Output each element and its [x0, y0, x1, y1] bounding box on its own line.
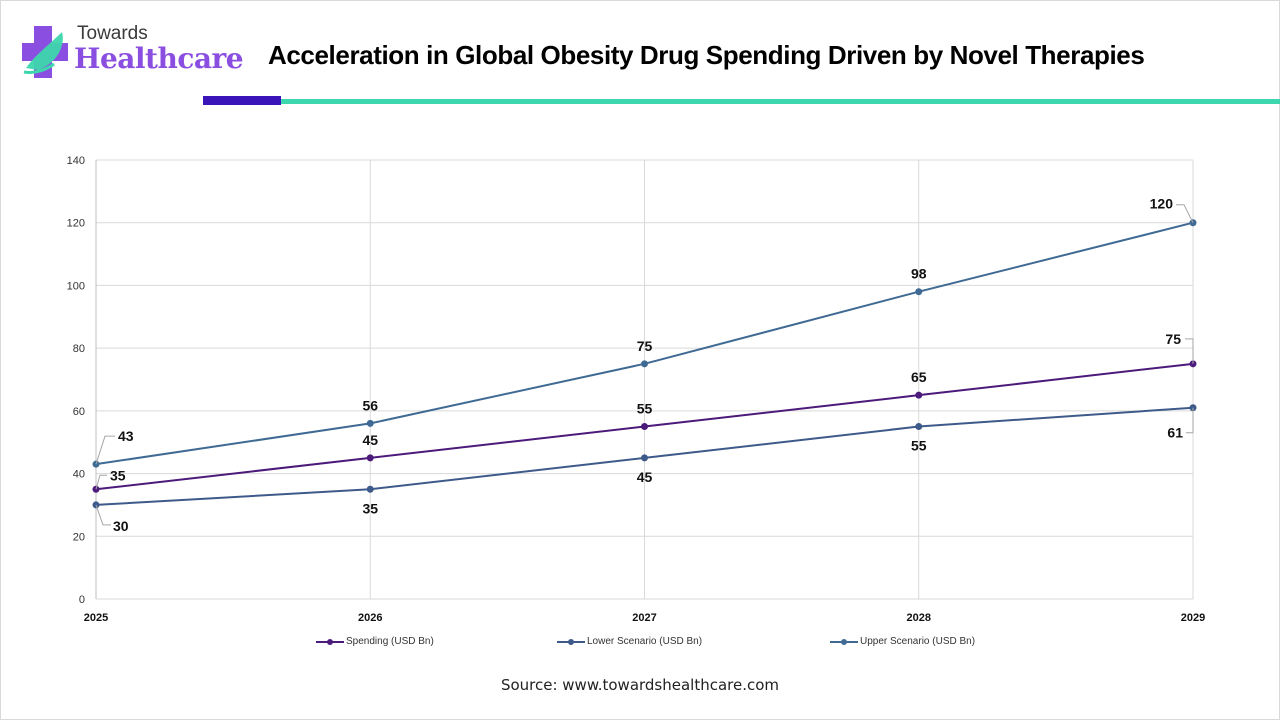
x-tick-label: 2025	[84, 612, 108, 624]
data-label-lower-scenario: 45	[637, 469, 653, 485]
data-label-leader	[1176, 204, 1194, 223]
data-label-upper-scenario: 75	[637, 338, 653, 354]
y-tick-label: 80	[73, 343, 85, 355]
medical-cross-leaf-icon	[22, 26, 68, 78]
legend-label: Lower Scenario (USD Bn)	[587, 636, 703, 647]
gridlines	[95, 159, 1194, 600]
y-axis-ticks: 0 20 40 60 80 100 120 140	[67, 155, 85, 606]
data-point-spending	[915, 391, 923, 399]
data-labels: 35 45 55 65 75 30 35 45 55 61 43 56 75 98 120	[95, 196, 1194, 534]
legend-swatch-lower	[557, 637, 585, 647]
data-label-spending: 45	[362, 432, 378, 448]
data-label-spending: 75	[1165, 331, 1181, 347]
y-tick-label: 20	[73, 531, 85, 543]
legend-marker	[841, 638, 847, 645]
data-label-leader	[95, 504, 111, 526]
data-label-upper-scenario: 56	[362, 397, 378, 413]
data-label-spending: 65	[911, 369, 927, 385]
data-point-upper-scenario	[641, 360, 648, 368]
y-tick-label: 40	[73, 469, 85, 481]
y-tick-label: 100	[67, 280, 85, 292]
data-point-lower-scenario	[641, 454, 648, 462]
x-tick-label: 2029	[1181, 612, 1205, 624]
x-tick-label: 2028	[907, 612, 931, 624]
data-point-spending	[641, 423, 648, 431]
brand-logo: Towards Healthcare	[20, 20, 244, 84]
data-label-spending: 35	[110, 467, 126, 483]
title-underline-accent	[203, 96, 281, 105]
legend-label: Spending (USD Bn)	[346, 636, 434, 647]
data-label-lower-scenario: 35	[362, 500, 378, 516]
data-point-lower-scenario	[366, 485, 374, 493]
x-axis-ticks: 2025 2026 2027 2028 2029	[84, 612, 1205, 624]
legend-swatch-spending	[316, 637, 344, 647]
data-point-lower-scenario	[915, 423, 923, 431]
y-tick-label: 140	[67, 155, 85, 167]
y-tick-label: 120	[67, 218, 85, 230]
brand-name-line2: Healthcare	[74, 42, 244, 75]
data-point-upper-scenario	[366, 419, 374, 427]
chart-title: Acceleration in Global Obesity Drug Spen…	[268, 40, 1145, 70]
legend-item-upper-scenario[interactable]: Upper Scenario (USD Bn)	[830, 636, 975, 647]
data-point-upper-scenario	[915, 288, 923, 296]
source-note: Source: www.towardshealthcare.com	[500, 676, 780, 694]
data-label-lower-scenario: 55	[911, 438, 927, 454]
data-label-upper-scenario: 43	[118, 428, 134, 444]
data-label-lower-scenario: 61	[1167, 425, 1183, 441]
legend-marker	[568, 638, 574, 645]
data-label-upper-scenario: 120	[1150, 196, 1174, 212]
data-point-spending	[366, 454, 374, 462]
data-label-upper-scenario: 98	[911, 266, 927, 282]
legend-marker	[327, 638, 333, 645]
series-group	[92, 219, 1197, 509]
x-tick-label: 2026	[358, 612, 382, 624]
legend-item-spending[interactable]: Spending (USD Bn)	[316, 636, 434, 647]
data-label-leader	[95, 435, 115, 465]
x-tick-label: 2027	[632, 612, 656, 624]
data-label-leader	[1185, 338, 1194, 364]
brand-name-line1: Towards	[77, 23, 148, 44]
legend-item-lower-scenario[interactable]: Lower Scenario (USD Bn)	[557, 636, 702, 647]
data-label-spending: 55	[637, 401, 653, 417]
title-underline	[281, 99, 1280, 104]
legend: Spending (USD Bn) Lower Scenario (USD Bn…	[0, 636, 1280, 652]
data-label-leader	[95, 474, 107, 490]
y-tick-label: 0	[79, 594, 85, 606]
legend-swatch-upper	[830, 637, 858, 647]
data-label-lower-scenario: 30	[113, 518, 129, 534]
data-label-leader	[1186, 407, 1194, 434]
legend-label: Upper Scenario (USD Bn)	[860, 636, 976, 647]
y-tick-label: 60	[73, 406, 85, 418]
